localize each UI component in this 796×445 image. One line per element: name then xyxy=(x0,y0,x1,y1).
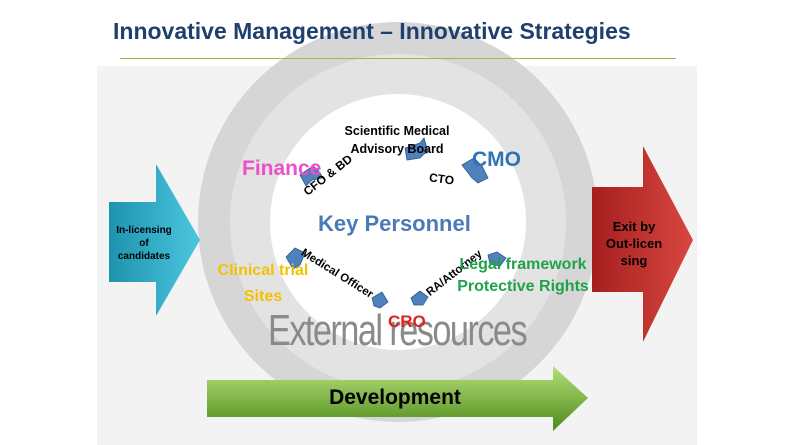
clinical-trial-line-1: Clinical trial xyxy=(217,262,309,279)
out-licensing-line-2: Out-licen xyxy=(605,236,663,251)
cro-label: CRO xyxy=(388,312,426,331)
scientific-board-label: Scientific Medical Advisory Board xyxy=(332,122,462,158)
in-licensing-label: In-licensing of candidates xyxy=(112,224,176,263)
external-resources-label: External resources xyxy=(268,306,528,355)
clinical-trial-sites-label: Clinical trial Sites xyxy=(203,258,323,310)
out-licensing-line-3: sing xyxy=(620,253,648,268)
in-licensing-line-3: candidates xyxy=(117,251,171,262)
clinical-trial-line-2: Sites xyxy=(243,288,283,305)
connector-arrow-board xyxy=(404,137,429,161)
connector-arrow-cro-left xyxy=(371,291,389,309)
out-licensing-line-1: Exit by xyxy=(612,219,656,234)
scientific-board-line-1: Scientific Medical xyxy=(344,124,450,138)
scientific-board-line-2: Advisory Board xyxy=(350,142,444,156)
key-personnel-label: Key Personnel xyxy=(318,211,471,236)
connector-arrow-cmo xyxy=(461,157,489,184)
connector-arrow-ra xyxy=(487,251,507,267)
development-arrow xyxy=(207,366,588,431)
in-licensing-line-1: In-licensing xyxy=(116,225,172,236)
development-label: Development xyxy=(329,386,461,409)
connector-arrow-cro-right xyxy=(410,290,429,306)
in-licensing-line-2: of xyxy=(139,238,149,249)
cmo-label: CMO xyxy=(472,148,521,171)
title-underline xyxy=(120,58,676,59)
connector-arrow-cfo xyxy=(299,165,324,187)
legal-framework-line-2: Protective Rights xyxy=(457,278,589,295)
inner-circle xyxy=(270,94,526,350)
in-licensing-arrow xyxy=(109,164,200,316)
finance-label: Finance xyxy=(242,157,322,180)
out-licensing-label: Exit by Out-licen sing xyxy=(594,218,674,269)
out-licensing-arrow xyxy=(592,146,693,342)
page-title: Innovative Management – Innovative Strat… xyxy=(113,18,631,44)
connector-arrow-medical xyxy=(285,247,306,270)
legal-framework-label: Legal framework Protective Rights xyxy=(448,254,598,298)
legal-framework-line-1: Legal framework xyxy=(459,256,587,273)
